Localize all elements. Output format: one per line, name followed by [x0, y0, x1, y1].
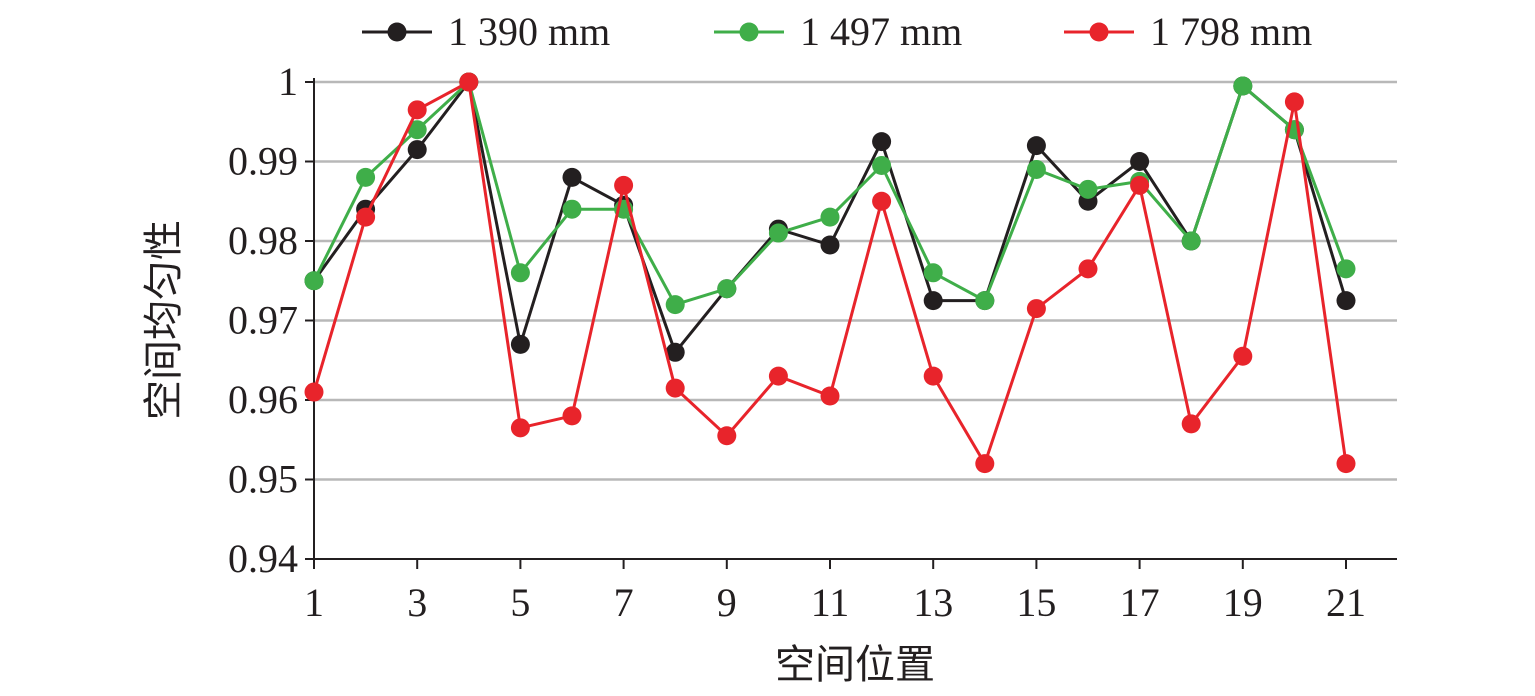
gridlines — [314, 80, 1397, 481]
data-point — [820, 207, 840, 227]
y-tick-label: 0.96 — [228, 377, 298, 422]
data-point — [665, 295, 685, 315]
legend-item-1: 1 390 mm — [362, 9, 610, 54]
data-point — [665, 342, 685, 362]
x-tick-label: 7 — [614, 580, 634, 625]
data-point — [872, 132, 892, 152]
data-point — [510, 334, 530, 354]
x-tick-label: 5 — [510, 580, 530, 625]
data-point — [665, 378, 685, 398]
data-point — [1078, 179, 1098, 199]
data-point — [872, 191, 892, 211]
data-point — [459, 72, 479, 92]
x-tick-label: 9 — [717, 580, 737, 625]
legend-label: 1 390 mm — [448, 9, 610, 54]
data-point — [923, 366, 943, 386]
y-tick-label: 0.98 — [228, 218, 298, 263]
data-point — [562, 406, 582, 426]
data-point — [717, 426, 737, 446]
data-point — [1026, 136, 1046, 156]
legend-marker — [739, 22, 759, 42]
y-tick-label: 0.95 — [228, 457, 298, 502]
data-point — [562, 167, 582, 187]
data-point — [1130, 152, 1150, 171]
legend: 1 390 mm 1 497 mm 1 798 mm — [362, 9, 1312, 54]
y-tick-label: 0.97 — [228, 298, 298, 343]
y-tick-label: 1 — [278, 59, 298, 104]
data-point — [1336, 291, 1356, 311]
data-point — [923, 291, 943, 311]
y-tick-label: 0.99 — [228, 139, 298, 184]
x-tick-label: 3 — [407, 580, 427, 625]
axes — [305, 78, 1397, 569]
data-point — [923, 263, 943, 283]
x-tick-labels: 1 3 5 7 9 11 13 15 17 19 21 — [304, 580, 1366, 625]
data-point — [1233, 76, 1253, 96]
data-point — [975, 454, 995, 474]
data-point — [304, 382, 324, 402]
x-tick-label: 15 — [1016, 580, 1056, 625]
data-point — [975, 291, 995, 311]
legend-marker — [387, 22, 407, 42]
x-tick-label: 21 — [1326, 580, 1366, 625]
data-point — [1078, 259, 1098, 279]
x-axis-title: 空间位置 — [775, 642, 935, 688]
x-tick-label: 1 — [304, 580, 324, 625]
data-point — [1284, 92, 1304, 112]
data-point — [872, 155, 892, 175]
series-line — [312, 79, 1348, 307]
data-point — [768, 223, 788, 243]
data-point — [304, 271, 324, 291]
legend-label: 1 497 mm — [800, 9, 962, 54]
data-point — [1181, 414, 1201, 434]
data-point — [1336, 259, 1356, 279]
series-2 — [304, 72, 1356, 315]
data-point — [820, 235, 840, 255]
data-point — [820, 386, 840, 406]
data-point — [1336, 454, 1356, 474]
data-point — [1181, 231, 1201, 251]
data-point — [407, 140, 427, 160]
x-tick-label: 19 — [1223, 580, 1263, 625]
y-axis-title: 空间均匀性 — [141, 220, 187, 420]
data-point — [768, 366, 788, 386]
legend-item-2: 1 497 mm — [714, 9, 962, 54]
legend-item-3: 1 798 mm — [1064, 9, 1312, 54]
data-point — [510, 418, 530, 438]
series-3 — [304, 72, 1356, 474]
data-point — [356, 207, 376, 227]
data-point — [510, 263, 530, 283]
data-point — [1233, 346, 1253, 366]
data-point — [1026, 159, 1046, 179]
x-tick-label: 13 — [913, 580, 953, 625]
series-line — [312, 79, 1348, 468]
data-point — [717, 279, 737, 299]
x-tick-label: 11 — [811, 580, 850, 625]
series — [304, 72, 1356, 474]
data-point — [356, 167, 376, 187]
legend-label: 1 798 mm — [1150, 9, 1312, 54]
data-point — [407, 120, 427, 140]
legend-marker — [1089, 22, 1109, 42]
data-point — [407, 100, 427, 120]
data-point — [1026, 299, 1046, 319]
y-tick-label: 0.94 — [228, 536, 298, 581]
data-point — [1130, 175, 1150, 195]
y-tick-labels: 0.94 0.95 0.96 0.97 0.98 0.99 1 — [228, 59, 298, 581]
data-point — [614, 175, 634, 195]
x-tick-label: 17 — [1120, 580, 1160, 625]
data-point — [562, 199, 582, 219]
